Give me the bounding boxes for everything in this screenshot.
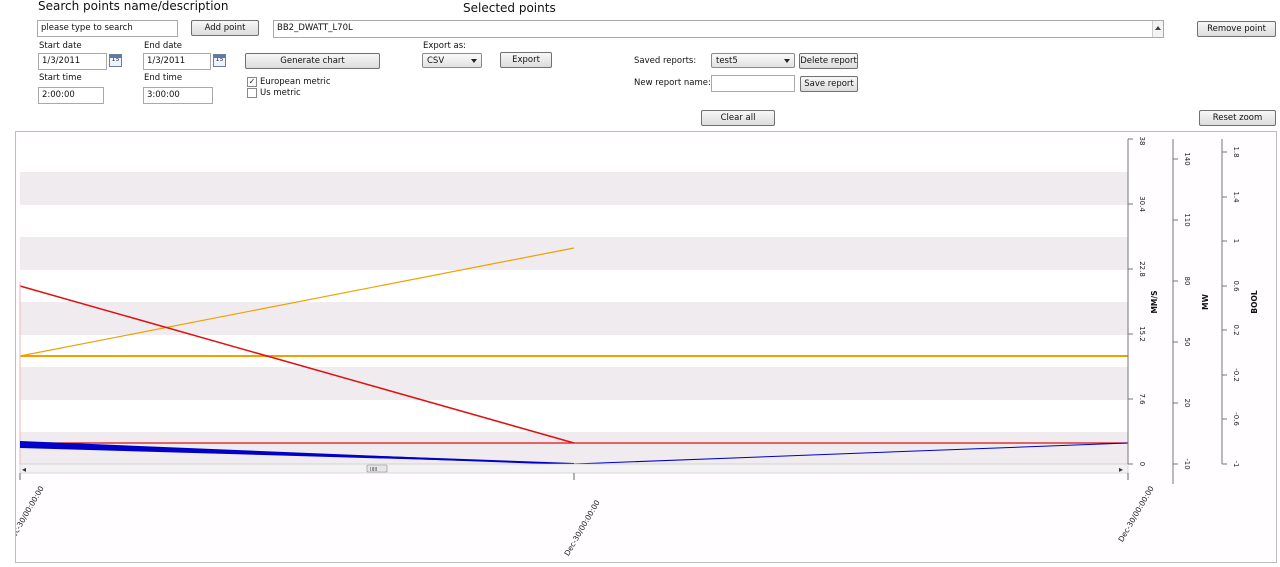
bool-tick-label: 1: [1232, 239, 1240, 243]
new-report-name-input[interactable]: [711, 75, 795, 92]
mms-tick-label: 7.6: [1138, 393, 1146, 405]
scrollbar-thumb[interactable]: [366, 464, 388, 473]
scrollbar-grip-icon: IIIII: [370, 467, 377, 473]
grid-band: [20, 432, 1128, 464]
horizontal-scrollbar[interactable]: ◂ ▸ IIIII: [19, 463, 1129, 474]
mw-axis: -10 20 50 80 110 140 MW: [1172, 139, 1210, 484]
series-orange[interactable]: [19, 247, 1128, 357]
export-button[interactable]: Export: [500, 52, 552, 68]
reset-zoom-button[interactable]: Reset zoom: [1199, 110, 1276, 126]
list-scroll-up-arrow[interactable]: [1152, 21, 1163, 37]
x-tick-label: Dec-30/00:00:00: [562, 498, 601, 557]
bool-axis: -1 -0.6 -0.2 0.2 0.6 1 1.4 1.8 BOOL: [1221, 139, 1259, 468]
start-time-label: Start time: [39, 73, 82, 83]
end-date-calendar-icon[interactable]: 15: [213, 54, 226, 67]
selected-points-header: Selected points: [463, 1, 556, 15]
mw-tick-label: 20: [1183, 399, 1191, 408]
search-header: Search points name/description: [38, 0, 229, 13]
mw-tick-label: -10: [1183, 458, 1191, 469]
mw-tick-label: 140: [1183, 152, 1191, 165]
chevron-down-icon: [471, 59, 477, 63]
saved-reports-label: Saved reports:: [634, 56, 697, 66]
end-time-input[interactable]: 3:00:00: [143, 87, 213, 104]
delete-report-button[interactable]: Delete report: [799, 53, 858, 69]
start-date-label: Start date: [39, 41, 82, 51]
end-date-input[interactable]: 1/3/2011: [143, 53, 211, 70]
blue-falling-line[interactable]: [19, 443, 575, 465]
start-time-input[interactable]: 2:00:00: [38, 87, 104, 104]
mms-tick-label: 38: [1138, 137, 1146, 146]
generate-chart-button[interactable]: Generate chart: [245, 53, 380, 69]
bool-tick-label: 0.6: [1232, 280, 1240, 292]
end-time-label: End time: [144, 73, 183, 83]
export-as-label: Export as:: [423, 41, 467, 51]
mw-axis-label: MW: [1201, 293, 1210, 309]
bool-tick-label: -1: [1232, 461, 1240, 468]
new-report-name-label: New report name:: [634, 78, 711, 88]
remove-point-button[interactable]: Remove point: [1197, 21, 1276, 37]
mms-tick-label: 15.2: [1138, 326, 1146, 342]
bool-tick-label: 1.4: [1232, 191, 1240, 203]
save-report-button[interactable]: Save report: [800, 76, 858, 92]
european-metric-label: European metric: [260, 77, 331, 87]
x-tick-label: Dec-30/00:00:00: [16, 484, 46, 543]
grid-band: [20, 172, 1128, 205]
add-point-button[interactable]: Add point: [191, 20, 259, 36]
scroll-left-arrow[interactable]: ◂: [22, 465, 26, 474]
selected-point-item[interactable]: BB2_DWATT_L70L: [277, 23, 353, 33]
mms-tick-label: 22.8: [1138, 261, 1146, 277]
orange-rising-line[interactable]: [19, 247, 575, 357]
scrollbar-track[interactable]: [19, 463, 1129, 474]
grid-band: [20, 237, 1128, 270]
us-metric-checkbox[interactable]: [247, 88, 257, 98]
mms-axis: 0 7.6 15.2 22.8 30.4 38 MM/S: [1127, 137, 1159, 466]
mw-tick-label: 80: [1183, 277, 1191, 286]
triangle-up-icon: [1155, 26, 1161, 30]
saved-reports-value: test5: [716, 56, 738, 66]
export-format-value: CSV: [427, 56, 445, 66]
chart-panel[interactable]: ◂ ▸ IIIII Dec-30/00:00:00 Dec-30/00:00:0…: [6, 131, 1278, 564]
mw-tick-label: 110: [1183, 213, 1191, 226]
scroll-right-arrow[interactable]: ▸: [1119, 465, 1123, 474]
export-format-select[interactable]: CSV: [422, 53, 482, 68]
mw-tick-label: 50: [1183, 338, 1191, 347]
red-falling-line[interactable]: [19, 285, 575, 444]
end-date-label: End date: [144, 41, 183, 51]
bool-tick-label: -0.6: [1232, 412, 1240, 426]
saved-reports-select[interactable]: test5: [711, 53, 795, 68]
bool-tick-label: 0.2: [1232, 324, 1240, 335]
mms-tick-label: 30.4: [1138, 196, 1146, 212]
bool-axis-label: BOOL: [1250, 290, 1259, 313]
line-chart[interactable]: ◂ ▸ IIIII Dec-30/00:00:00 Dec-30/00:00:0…: [6, 132, 1278, 564]
us-metric-label: Us metric: [260, 88, 301, 98]
selected-points-list[interactable]: BB2_DWATT_L70L: [273, 20, 1164, 38]
clear-all-button[interactable]: Clear all: [701, 110, 775, 126]
grid-band: [20, 302, 1128, 335]
mms-axis-label: MM/S: [1150, 290, 1159, 313]
chevron-down-icon: [784, 59, 790, 63]
series-blue[interactable]: [19, 441, 1129, 466]
series-red[interactable]: [19, 282, 1128, 464]
start-date-calendar-icon[interactable]: 15: [109, 54, 122, 67]
bool-tick-label: 1.8: [1232, 146, 1240, 157]
european-metric-checkbox[interactable]: ✓: [247, 77, 257, 87]
mms-tick-label: 0: [1138, 462, 1146, 466]
bool-tick-label: -0.2: [1232, 368, 1240, 382]
start-date-input[interactable]: 1/3/2011: [38, 53, 107, 70]
grid-band: [20, 367, 1128, 400]
search-input[interactable]: please type to search: [37, 20, 178, 37]
x-tick-label: Dec-30/00:00:00: [1116, 484, 1155, 543]
blue-rising-line[interactable]: [573, 442, 1129, 465]
